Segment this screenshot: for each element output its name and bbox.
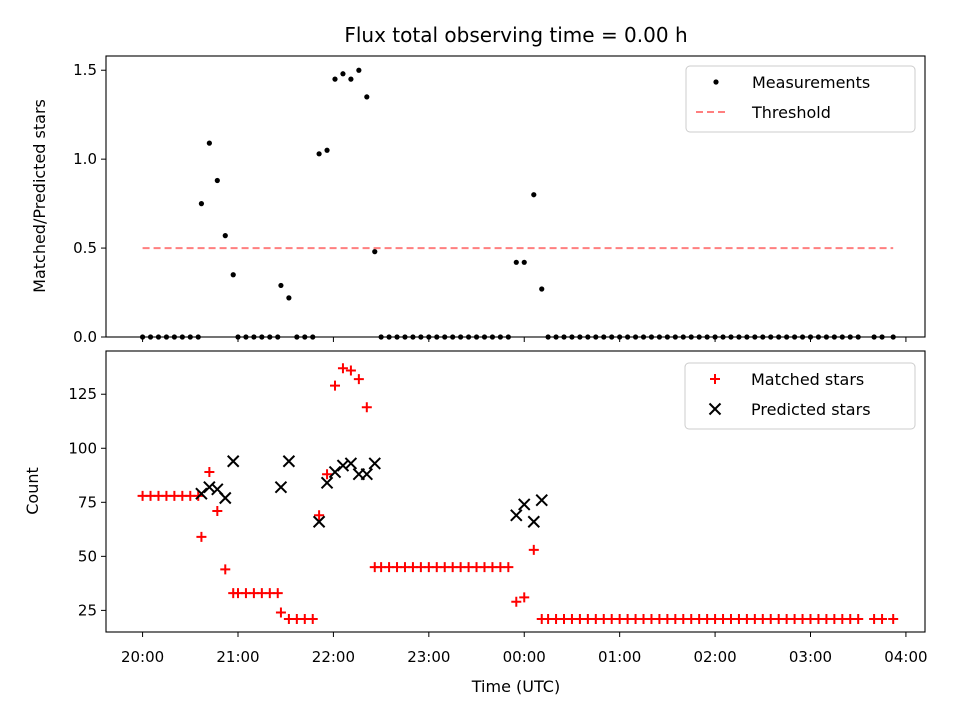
y-tick-label: 50	[78, 547, 97, 565]
x-tick-label: 02:00	[693, 648, 736, 666]
legend-box	[685, 65, 916, 133]
matched-stars-point	[275, 607, 286, 618]
predicted-stars-point	[274, 480, 288, 494]
y-tick-label: 0.5	[73, 239, 97, 257]
chart-title: Flux total observing time = 0.00 h	[344, 23, 687, 47]
matched-stars-point	[196, 531, 207, 542]
measurements-legend-label: Measurements	[752, 73, 870, 92]
x-tick-label: 04:00	[884, 648, 927, 666]
bottom-y-axis-label: Count	[23, 467, 42, 515]
matched-stars-point	[361, 402, 372, 413]
predicted-stars-point	[535, 493, 548, 507]
predicted-stars-point	[227, 455, 240, 468]
measurements-point	[513, 259, 519, 265]
predicted-stars-point	[328, 465, 342, 479]
legend-box	[684, 362, 916, 430]
measurements-point	[364, 94, 370, 100]
predicted-stars-point	[195, 487, 208, 500]
bottom-plot-series	[137, 363, 899, 625]
matched-stars-point	[511, 596, 522, 607]
predicted-stars-point	[219, 491, 232, 505]
matched-stars-legend-swatch	[710, 374, 720, 384]
measurements-point	[286, 295, 292, 301]
x-tick-label: 20:00	[121, 648, 164, 666]
y-tick-label: 1.0	[73, 150, 97, 168]
measurements-point	[222, 233, 228, 239]
matched-stars-point	[519, 592, 530, 603]
predicted-stars-legend-swatch	[708, 402, 722, 416]
predicted-stars-point	[282, 455, 296, 468]
matched-stars-point	[220, 564, 231, 575]
measurements-point	[206, 140, 212, 146]
predicted-stars-point	[203, 480, 216, 494]
measurements-point	[531, 192, 537, 198]
measurements-point	[521, 259, 527, 265]
bottom-plot-frame	[105, 350, 926, 633]
matched-stars-point	[204, 467, 215, 478]
predicted-stars-point	[336, 459, 350, 472]
matched-stars-point	[337, 363, 348, 374]
top-legend: Measurements Threshold	[685, 65, 916, 133]
measurements-point	[316, 151, 322, 157]
measurements-legend-swatch	[713, 79, 719, 85]
top-plot-frame	[105, 55, 926, 338]
matched-stars-point	[353, 374, 364, 385]
measurements-point	[539, 286, 545, 292]
bottom-legend: Matched stars Predicted stars	[684, 362, 916, 430]
measurements-point	[340, 71, 346, 77]
matched-stars-point	[528, 544, 539, 555]
matched-stars-point	[888, 614, 899, 625]
predicted-stars-point	[320, 476, 334, 490]
matched-stars-point	[314, 510, 325, 521]
threshold-legend-label: Threshold	[751, 103, 831, 122]
matched-stars-point	[345, 365, 356, 376]
predicted-stars-point	[344, 457, 358, 470]
y-tick-label: 1.5	[73, 61, 97, 79]
matched-stars-legend-label: Matched stars	[751, 370, 864, 389]
predicted-stars-legend-label: Predicted stars	[751, 400, 871, 419]
measurements-point	[278, 282, 284, 289]
x-tick-label: 23:00	[407, 648, 450, 666]
predicted-stars-point	[518, 498, 531, 511]
matched-stars-point	[212, 505, 223, 516]
y-tick-label: 25	[78, 601, 97, 619]
y-tick-label: 100	[68, 439, 97, 457]
top-axis-ticks: 0.0 0.5 1.0 1.5	[73, 61, 907, 346]
measurements-point	[230, 272, 236, 278]
predicted-stars-point	[510, 509, 523, 522]
x-tick-label: 21:00	[216, 648, 259, 666]
predicted-stars-point	[312, 515, 326, 528]
matched-stars-point	[877, 614, 888, 625]
x-axis-label: Time (UTC)	[471, 677, 560, 696]
measurements-point	[348, 76, 354, 82]
matched-stars-point	[853, 614, 864, 625]
measurements-point	[324, 147, 330, 153]
y-tick-label: 75	[78, 493, 97, 511]
measurements-point	[356, 67, 362, 73]
measurements-point	[214, 177, 220, 184]
x-tick-label: 22:00	[312, 648, 355, 666]
measurements-point	[198, 201, 205, 207]
predicted-stars-point	[527, 515, 540, 528]
y-tick-label: 125	[68, 385, 97, 403]
predicted-stars-point	[360, 468, 374, 481]
matched-stars-point	[503, 562, 514, 573]
matched-stars-point	[322, 469, 333, 480]
measurements-point	[372, 249, 378, 255]
bottom-axis-ticks: 20:00 21:00 22:00 23:00 00:00 01:00 02:00 03:00…	[68, 385, 927, 666]
matched-stars-point	[307, 614, 318, 625]
matched-stars-point	[330, 380, 341, 391]
measurements-point	[332, 76, 338, 82]
predicted-stars-point	[368, 457, 381, 470]
top-y-axis-label: Matched/Predicted stars	[30, 99, 49, 293]
matched-stars-point	[272, 588, 283, 599]
x-tick-label: 01:00	[598, 648, 641, 666]
x-tick-label: 03:00	[789, 648, 832, 666]
x-tick-label: 00:00	[503, 648, 546, 666]
y-tick-label: 0.0	[73, 328, 97, 346]
